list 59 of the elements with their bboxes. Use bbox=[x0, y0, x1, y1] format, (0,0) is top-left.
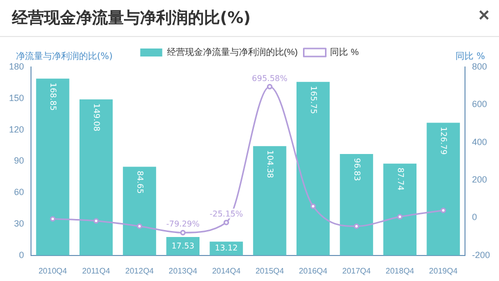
point bbox=[224, 220, 230, 226]
y2-tick-label: -200 bbox=[472, 250, 490, 260]
legend-label: 经营现金净流量与净利润的比(%) bbox=[166, 46, 298, 57]
x-tick-label: 2016Q4 bbox=[298, 266, 328, 276]
chart-title: 经营现金净流量与净利润的比(%) bbox=[12, 8, 251, 29]
y-tick-label: 30 bbox=[14, 218, 24, 228]
y-tick-label: 120 bbox=[8, 124, 24, 134]
x-tick-label: 2014Q4 bbox=[212, 266, 242, 276]
data-label: 17.53 bbox=[171, 241, 194, 250]
point bbox=[136, 223, 142, 229]
x-tick-label: 2019Q4 bbox=[429, 266, 458, 276]
x-tick-label: 2017Q4 bbox=[342, 266, 372, 276]
y-tick-label: 150 bbox=[8, 92, 24, 103]
point bbox=[354, 223, 360, 229]
bar bbox=[340, 154, 374, 256]
data-label: 104.38 bbox=[266, 150, 275, 178]
bar bbox=[296, 82, 330, 256]
bar bbox=[122, 166, 156, 256]
data-label: 149.08 bbox=[92, 103, 102, 132]
y2-tick-label: 0 bbox=[472, 212, 477, 222]
data-label: 84.65 bbox=[135, 170, 144, 194]
bar bbox=[426, 122, 460, 256]
y-tick-label: 90 bbox=[14, 156, 24, 166]
point bbox=[440, 208, 446, 214]
x-tick-label: 2018Q4 bbox=[386, 266, 415, 276]
data-label: 695.58% bbox=[252, 74, 288, 83]
x-tick-label: 2012Q4 bbox=[125, 266, 154, 276]
data-label: 165.75 bbox=[309, 86, 318, 114]
data-label: 168.85 bbox=[48, 82, 58, 111]
x-tick-label: 2013Q4 bbox=[168, 266, 198, 276]
bar bbox=[253, 146, 286, 256]
point bbox=[266, 84, 272, 90]
point bbox=[180, 230, 186, 236]
y2-tick-label: 400 bbox=[472, 136, 488, 147]
point bbox=[397, 214, 403, 220]
data-label: 126.79 bbox=[439, 126, 448, 155]
data-label: -25.15% bbox=[210, 210, 244, 219]
y2-tick-label: 600 bbox=[472, 99, 488, 110]
x-tick-label: 2010Q4 bbox=[38, 266, 68, 276]
x-tick-label: 2015Q4 bbox=[255, 266, 284, 276]
data-label: -79.29% bbox=[166, 220, 200, 229]
y-tick-label: 180 bbox=[8, 61, 24, 72]
y2-axis-title: 同比 % bbox=[456, 50, 486, 62]
data-label: 87.74 bbox=[396, 168, 405, 190]
point bbox=[50, 216, 56, 222]
bar bbox=[383, 164, 416, 256]
point bbox=[93, 218, 99, 224]
bar bbox=[80, 99, 113, 256]
y-tick-label: 0 bbox=[19, 250, 24, 260]
x-tick-label: 2011Q4 bbox=[82, 266, 111, 276]
y-tick-label: 60 bbox=[14, 187, 24, 198]
data-label: 13.12 bbox=[214, 244, 238, 253]
legend-label: 同比 % bbox=[330, 46, 359, 57]
y-axis-title: 净流量与净利润的比(%) bbox=[16, 50, 113, 62]
data-label: 96.83 bbox=[352, 158, 362, 181]
y2-tick-label: 800 bbox=[472, 61, 488, 72]
point bbox=[310, 203, 316, 209]
y2-tick-label: 200 bbox=[472, 174, 488, 185]
bar bbox=[36, 78, 70, 256]
